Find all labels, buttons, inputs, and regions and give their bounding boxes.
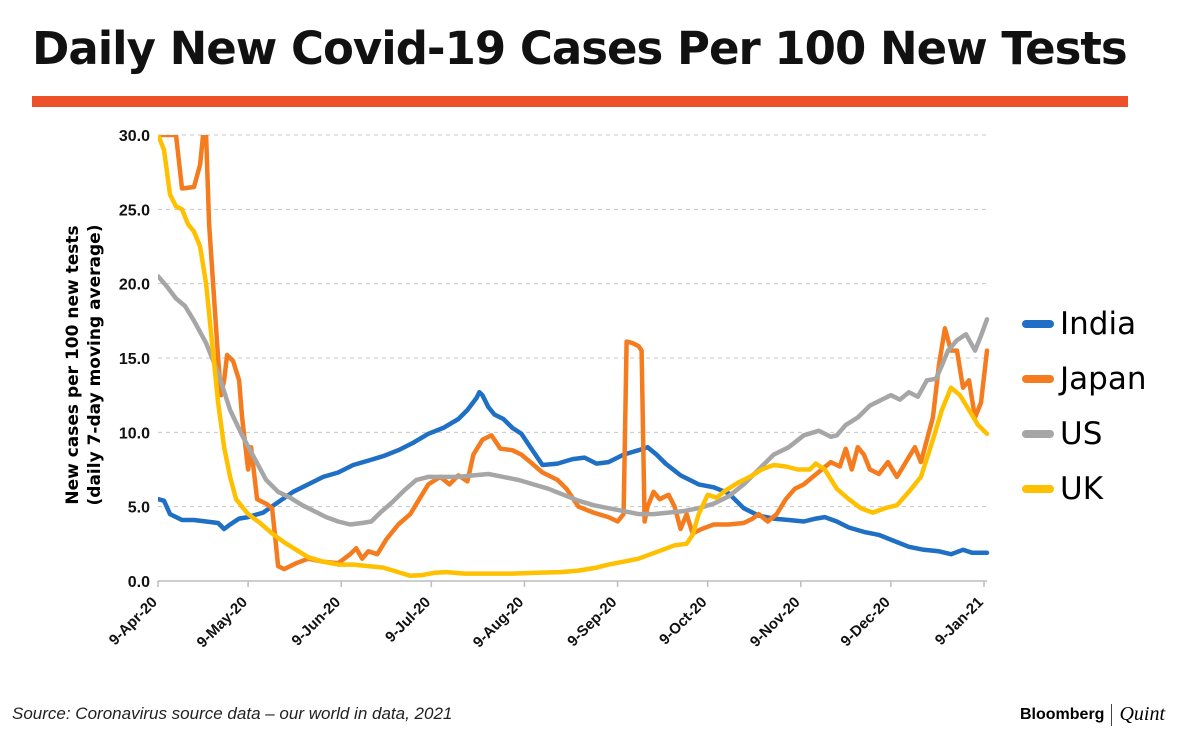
x-tick-label: 9-Nov-20: [747, 594, 804, 651]
series-line-uk: [158, 135, 990, 579]
x-tick-label: 9-Jul-20: [382, 594, 434, 646]
y-axis-ticks: 0.0 5.0 10.0 15.0 20.0 25.0 30.0: [119, 128, 150, 591]
x-tick-label: 9-Sep-20: [564, 594, 620, 650]
brand-logo: Bloomberg Quint: [1020, 703, 1165, 726]
x-tick-label: 9-Apr-20: [106, 594, 161, 649]
x-tick-label: 9-Jun-20: [288, 594, 344, 650]
y-tick-label: 20.0: [119, 277, 150, 294]
grid-lines: [158, 134, 987, 508]
series-lines: [158, 135, 990, 579]
y-tick-label: 15.0: [119, 351, 150, 368]
y-tick-label: 0.0: [128, 574, 150, 591]
x-tick-label: 9-Jan-21: [932, 594, 987, 649]
brand-bloomberg: Bloomberg: [1020, 705, 1105, 723]
legend-swatch: [1022, 429, 1054, 438]
legend-label: India: [1060, 305, 1137, 342]
brand-quint: Quint: [1119, 703, 1166, 725]
x-tick-label: 9-Oct-20: [656, 594, 710, 648]
x-tick-label: 9-Aug-20: [470, 594, 527, 651]
legend: India Japan US UK: [1022, 296, 1192, 516]
source-note: Source: Coronavirus source data – our wo…: [12, 704, 453, 723]
legend-label: Japan: [1060, 360, 1147, 397]
x-tick-label: 9-Dec-20: [837, 594, 893, 650]
y-tick-label: 25.0: [119, 202, 150, 219]
title-underline-bar: [32, 96, 1128, 107]
legend-label: US: [1060, 415, 1103, 452]
legend-item-us: US: [1022, 406, 1192, 461]
legend-label: UK: [1060, 470, 1104, 507]
y-tick-label: 5.0: [128, 500, 150, 517]
series-line-india: [158, 389, 990, 557]
x-tick-label: 9-May-20: [194, 594, 251, 651]
legend-swatch: [1022, 374, 1054, 383]
y-tick-label: 30.0: [119, 128, 150, 145]
legend-item-india: India: [1022, 296, 1192, 351]
y-tick-label: 10.0: [119, 425, 150, 442]
legend-swatch: [1022, 319, 1054, 328]
legend-item-japan: Japan: [1022, 351, 1192, 406]
legend-swatch: [1022, 484, 1054, 493]
brand-separator: [1111, 703, 1113, 726]
legend-item-uk: UK: [1022, 461, 1192, 516]
series-line-us: [158, 273, 990, 527]
chart-title: Daily New Covid-19 Cases Per 100 New Tes…: [32, 22, 1128, 75]
series-line-japan: [158, 135, 990, 572]
x-axis-ticks: 9-Apr-20 9-May-20 9-Jun-20 9-Jul-20 9-Aug-20…: [106, 581, 987, 651]
